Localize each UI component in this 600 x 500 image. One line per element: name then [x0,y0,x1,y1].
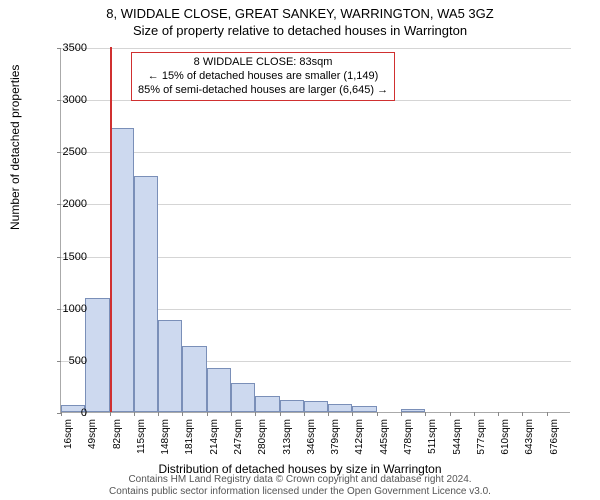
footer-line2: Contains public sector information licen… [0,486,600,498]
y-tick-label: 2000 [63,198,87,210]
x-tick-label: 379sqm [330,419,341,459]
y-tick-label: 2500 [63,146,87,158]
x-tick-label: 445sqm [379,419,390,459]
x-tick-label: 511sqm [427,419,438,459]
x-tick-label: 577sqm [476,419,487,459]
y-axis-label: Number of detached properties [8,65,22,230]
y-tick-label: 3000 [63,94,87,106]
callout-line2: ← 15% of detached houses are smaller (1,… [138,70,388,84]
x-tick-label: 313sqm [282,419,293,459]
y-tick-label: 1000 [63,303,87,315]
y-tick-label: 3500 [63,42,87,54]
histogram-plot: 16sqm49sqm82sqm115sqm148sqm181sqm214sqm2… [60,48,570,413]
footer-line1: Contains HM Land Registry data © Crown c… [0,474,600,486]
histogram-bar [401,409,425,412]
x-tick-label: 49sqm [87,419,98,459]
x-tick-label: 115sqm [136,419,147,459]
x-tick-label: 280sqm [257,419,268,459]
histogram-bar [280,400,304,413]
x-tick-label: 148sqm [160,419,171,459]
x-tick-label: 544sqm [452,419,463,459]
x-tick-label: 412sqm [354,419,365,459]
histogram-bar [182,346,206,412]
histogram-bar [328,404,352,412]
histogram-bar [255,396,279,412]
x-tick-label: 676sqm [549,419,560,459]
y-tick-label: 1500 [63,251,87,263]
x-tick-label: 82sqm [112,419,123,459]
callout-line1: 8 WIDDALE CLOSE: 83sqm [138,56,388,70]
y-tick-label: 500 [69,355,87,367]
marker-line [110,47,112,412]
x-tick-label: 247sqm [233,419,244,459]
chart-area: 16sqm49sqm82sqm115sqm148sqm181sqm214sqm2… [60,48,570,413]
x-tick-label: 643sqm [524,419,535,459]
x-tick-label: 346sqm [306,419,317,459]
x-tick-label: 16sqm [63,419,74,459]
histogram-bar [85,298,109,412]
x-tick-label: 214sqm [209,419,220,459]
histogram-bar [134,176,158,412]
page-title-line1: 8, WIDDALE CLOSE, GREAT SANKEY, WARRINGT… [0,0,600,21]
callout-line3: 85% of semi-detached houses are larger (… [138,84,388,98]
page-title-line2: Size of property relative to detached ho… [0,21,600,38]
callout-box: 8 WIDDALE CLOSE: 83sqm← 15% of detached … [131,52,395,101]
x-tick-label: 478sqm [403,419,414,459]
x-tick-label: 610sqm [500,419,511,459]
histogram-bar [231,383,255,412]
histogram-bar [158,320,182,412]
y-tick-label: 0 [81,407,87,419]
histogram-bar [352,406,376,412]
histogram-bar [304,401,328,412]
histogram-bar [110,128,134,412]
x-tick-label: 181sqm [184,419,195,459]
histogram-bar [207,368,231,412]
footer-attribution: Contains HM Land Registry data © Crown c… [0,474,600,498]
